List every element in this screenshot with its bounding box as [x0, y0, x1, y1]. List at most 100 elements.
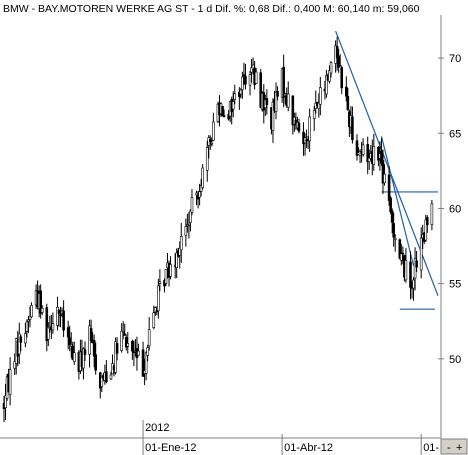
candle	[57, 308, 61, 327]
candle	[157, 278, 160, 319]
candle	[398, 238, 402, 260]
candle	[274, 82, 278, 120]
y-tick-label: 50	[449, 354, 461, 366]
candle	[83, 341, 87, 361]
candle-body	[94, 354, 97, 371]
zoom-out-glyph: -	[447, 442, 451, 454]
candle	[259, 68, 263, 109]
candle	[276, 86, 279, 101]
candle-body	[231, 101, 235, 110]
candle-body	[120, 330, 123, 351]
candle	[178, 241, 182, 269]
candle-body	[387, 174, 391, 201]
candle-body	[381, 160, 385, 184]
candle-body	[169, 264, 172, 277]
candle-body	[274, 91, 278, 112]
candle	[337, 48, 340, 73]
candle-body	[25, 321, 29, 332]
candle	[355, 134, 359, 161]
candle	[68, 325, 72, 352]
candle-body	[233, 93, 237, 100]
candle-body	[259, 72, 263, 108]
candle-body	[239, 89, 243, 95]
candle	[109, 371, 113, 381]
candle-body	[131, 341, 134, 352]
candle-body	[57, 309, 61, 314]
candle	[153, 306, 157, 316]
candle	[372, 133, 376, 171]
candle	[338, 54, 342, 67]
candle-body	[4, 395, 7, 409]
candle-body	[123, 333, 127, 336]
candle	[340, 66, 344, 95]
candle-body	[121, 331, 125, 333]
candle-body	[244, 75, 247, 85]
x-axis: 01-Ene-12 01-Abr-12 01- 2012	[142, 420, 439, 455]
candle	[366, 136, 370, 175]
candle	[105, 360, 108, 384]
candle-body	[286, 93, 290, 108]
candle	[282, 54, 285, 108]
candle	[131, 339, 134, 360]
candle-body	[221, 105, 224, 117]
candle-body	[209, 139, 212, 143]
candle-body	[72, 352, 76, 363]
candle	[387, 166, 391, 206]
candle	[115, 337, 119, 361]
candle	[312, 105, 316, 131]
y-tick-label: 70	[449, 53, 461, 65]
candle-body	[155, 310, 159, 312]
candle-body	[144, 352, 148, 374]
candle-body	[147, 329, 151, 347]
candle	[158, 269, 162, 292]
candle	[401, 246, 405, 265]
candle-body	[205, 147, 209, 171]
candle-body	[68, 337, 72, 346]
candle	[144, 351, 148, 381]
candle	[286, 81, 290, 112]
candle	[325, 69, 328, 98]
candle-body	[338, 64, 342, 67]
candle	[25, 319, 29, 338]
candle-body	[248, 74, 252, 86]
candle	[227, 109, 230, 121]
candle	[317, 93, 321, 118]
candle	[40, 305, 44, 316]
candle-body	[345, 86, 348, 97]
candle-body	[56, 306, 59, 326]
candle	[124, 334, 128, 351]
candle-body	[100, 377, 104, 387]
candle	[413, 247, 417, 291]
candle	[17, 322, 21, 365]
candle	[430, 199, 434, 231]
trendline[interactable]	[380, 136, 415, 266]
y-tick-label: 55	[449, 279, 461, 291]
candle	[389, 196, 392, 215]
candle	[72, 341, 76, 365]
candle	[241, 71, 244, 99]
candle	[198, 183, 201, 206]
candle-body	[415, 260, 418, 268]
candle	[222, 109, 226, 118]
candle	[152, 305, 156, 330]
candle-body	[367, 157, 371, 162]
candle	[179, 222, 183, 263]
zoom-button[interactable]: - +	[440, 438, 468, 455]
candle-body	[146, 347, 149, 356]
candle	[345, 76, 348, 102]
candle-body	[265, 98, 269, 106]
zoom-button-frame	[440, 438, 468, 455]
candle	[415, 250, 418, 273]
candle-body	[184, 226, 188, 236]
candle-body	[201, 167, 204, 188]
candle-body	[179, 236, 183, 251]
candle	[212, 112, 215, 142]
candle-body	[297, 122, 301, 132]
candles	[2, 36, 434, 423]
candle-body	[398, 239, 402, 259]
candle	[146, 344, 149, 362]
candle	[47, 322, 50, 347]
candle	[114, 337, 117, 375]
candle	[380, 138, 383, 166]
